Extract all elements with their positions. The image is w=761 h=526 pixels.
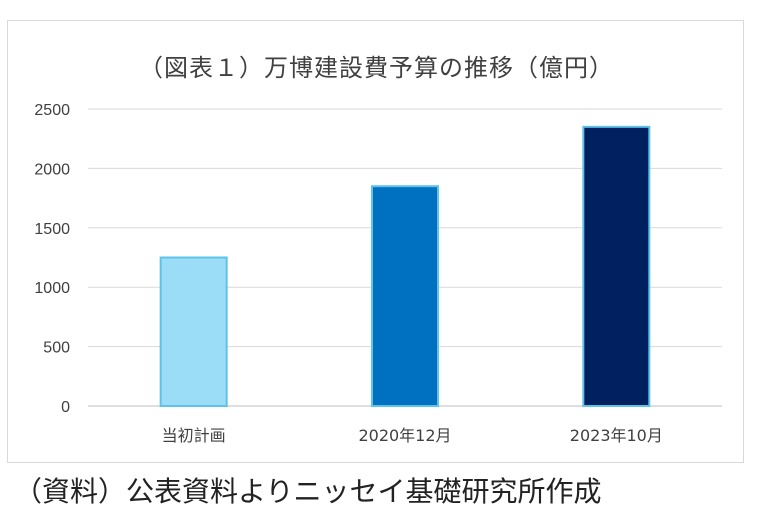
- y-tick-label: 1500: [34, 221, 70, 238]
- y-tick-label: 2000: [34, 161, 70, 178]
- bar: [371, 185, 439, 407]
- bars: [159, 125, 651, 407]
- bar: [159, 256, 228, 407]
- bar: [582, 125, 651, 407]
- x-tick-label: 当初計画: [162, 426, 226, 445]
- y-tick-label: 1000: [34, 280, 70, 297]
- y-tick-label: 500: [43, 340, 70, 357]
- x-tick-label: 2023年10月: [570, 426, 663, 445]
- x-tick-label: 2020年12月: [358, 426, 451, 445]
- source-note: （資料）公表資料よりニッセイ基礎研究所作成: [14, 475, 602, 508]
- y-tick-label: 0: [61, 399, 70, 416]
- chart-title: （図表１）万博建設費予算の推移（億円）: [139, 54, 614, 82]
- y-tick-label: 2500: [34, 102, 70, 119]
- x-axis-ticks: 当初計画 2020年12月 2023年10月: [162, 426, 663, 445]
- y-axis-ticks: 0 500 1000 1500 2000 2500: [34, 102, 70, 416]
